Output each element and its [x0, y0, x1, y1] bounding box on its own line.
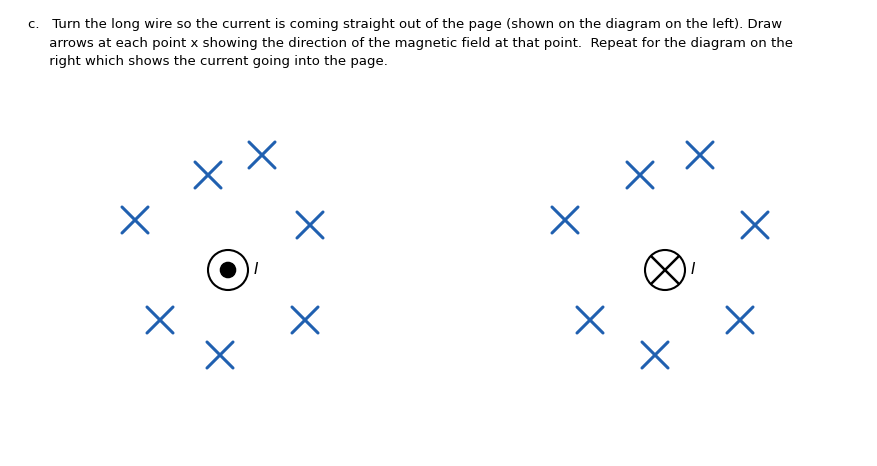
Circle shape: [220, 262, 235, 278]
Text: c.   Turn the long wire so the current is coming straight out of the page (shown: c. Turn the long wire so the current is …: [28, 18, 792, 68]
Text: I: I: [253, 262, 258, 277]
Text: I: I: [690, 262, 695, 277]
